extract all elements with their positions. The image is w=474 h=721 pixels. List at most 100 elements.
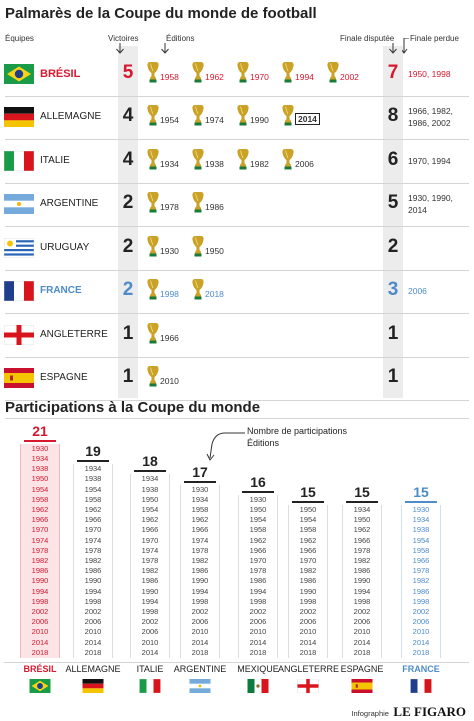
team-name: FRANCE <box>40 285 82 297</box>
team-name: ARGENTINE <box>40 198 99 210</box>
participation-year: 1958 <box>191 505 209 514</box>
wins-column-shade <box>118 46 138 398</box>
participation-year: 1966 <box>412 556 430 566</box>
participation-year: 1938 <box>141 484 159 494</box>
participation-year: 2002 <box>299 607 317 617</box>
edition-year: 1962 <box>205 71 224 82</box>
participation-year: 1966 <box>299 545 317 555</box>
participation-column: 18 1934 1938 1950 1954 1962 1966 1970 1974 1978 19… <box>130 453 170 659</box>
participation-year: 1978 <box>31 545 49 555</box>
participation-year: 1966 <box>191 525 209 535</box>
participation-year: 2006 <box>412 617 430 627</box>
participation-year: 2010 <box>141 637 159 647</box>
trophy-icon <box>192 278 204 300</box>
finals-count: 1 <box>387 322 399 344</box>
participation-year: 1978 <box>84 545 102 555</box>
header-wins: Victoires <box>108 34 139 43</box>
edition-year: 1986 <box>205 202 224 213</box>
footer-divider <box>4 662 469 663</box>
credit: Infographie LE FIGARO <box>351 703 466 721</box>
participation-year: 1994 <box>31 586 49 596</box>
participation-years: 1934 1938 1954 1958 1962 1966 1970 1974 1978 1982… <box>73 464 113 659</box>
wins-count: 2 <box>122 192 134 214</box>
participation-year: 2010 <box>249 627 267 637</box>
participation-count: 17 <box>192 463 208 480</box>
trophy-icon <box>192 104 204 126</box>
row-divider <box>5 313 469 314</box>
participation-year: 1962 <box>31 505 49 515</box>
participation-year: 1930 <box>31 443 49 453</box>
wins-arrow-icon <box>116 43 124 54</box>
participation-year: 2002 <box>141 617 159 627</box>
participation-year: 2006 <box>31 617 49 627</box>
participation-year: 2002 <box>412 607 430 617</box>
lost-arrow-icon <box>402 38 409 54</box>
participation-year: 1986 <box>84 566 102 576</box>
participation-year: 1994 <box>249 586 267 596</box>
participation-year: 1998 <box>249 596 267 606</box>
participation-year: 1970 <box>249 556 267 566</box>
participation-year: 1962 <box>299 535 317 545</box>
participation-year: 1958 <box>299 525 317 535</box>
participation-year: 1934 <box>84 464 102 474</box>
participation-year: 1954 <box>412 535 430 545</box>
participation-year: 2018 <box>249 647 267 657</box>
participation-year: 1990 <box>191 576 209 586</box>
row-divider <box>5 95 469 97</box>
trophy-icon <box>147 148 159 170</box>
count-underline <box>24 439 56 442</box>
trophy-icon <box>192 61 204 83</box>
participation-year: 2006 <box>141 627 159 637</box>
participation-year: 1990 <box>299 586 317 596</box>
participation-column: 15 1930 1934 1938 1954 1958 1966 1978 1982 1986 19… <box>401 484 441 659</box>
header-teams: Équipes <box>5 34 34 43</box>
participation-year: 2002 <box>31 607 49 617</box>
participation-year: 2010 <box>84 627 102 637</box>
participation-years: 1930 1950 1954 1958 1962 1966 1970 1978 1986 1994… <box>238 494 278 659</box>
participation-year: 1954 <box>84 484 102 494</box>
lost-finals: 1930, 1990, 2014 <box>408 193 453 216</box>
count-underline <box>242 490 274 493</box>
edition-year: 1966 <box>160 332 179 343</box>
country-label: ALLEMAGNE <box>65 664 121 674</box>
participation-year: 1986 <box>191 566 209 576</box>
legend-arrow-icon <box>206 432 245 461</box>
trophy-icon <box>192 235 204 257</box>
participation-years: 1934 1950 1962 1966 1978 1982 1986 1990 1994 1998… <box>342 505 382 659</box>
finals-count: 3 <box>387 279 399 301</box>
participation-year: 1994 <box>191 586 209 596</box>
flag-france-icon <box>4 281 34 302</box>
trophy-icon <box>192 191 204 213</box>
participation-year: 1938 <box>84 474 102 484</box>
participation-year: 1934 <box>412 515 430 525</box>
participation-year: 1962 <box>84 505 102 514</box>
row-divider <box>5 356 469 358</box>
participation-count: 15 <box>300 484 316 500</box>
participation-year: 1966 <box>84 515 102 525</box>
wins-count: 4 <box>122 105 134 127</box>
participation-year: 1986 <box>299 576 317 586</box>
wins-count: 2 <box>122 235 134 257</box>
team-name: ITALIE <box>40 154 70 166</box>
team-name: URUGUAY <box>40 241 90 253</box>
wins-count: 1 <box>122 366 134 388</box>
participation-year: 1934 <box>31 454 49 463</box>
participation-year: 1970 <box>141 535 159 545</box>
participation-year: 2014 <box>353 637 371 647</box>
row-divider <box>5 400 469 401</box>
participation-year: 2014 <box>141 647 159 657</box>
participation-count: 15 <box>413 484 429 500</box>
country-label: ITALIE <box>136 664 164 674</box>
participation-year: 1998 <box>84 596 102 606</box>
trophy-icon <box>282 148 294 170</box>
participation-year: 1954 <box>31 484 49 494</box>
participation-year: 2014 <box>191 637 209 647</box>
participation-column: 19 1934 1938 1954 1958 1962 1966 1970 1974 1978 19… <box>73 443 113 659</box>
participation-year: 2006 <box>299 617 317 627</box>
participation-year: 2014 <box>412 637 430 647</box>
edition-year: 1930 <box>160 245 179 256</box>
palmares-title: Palmarès de la Coupe du monde de footbal… <box>5 5 317 22</box>
count-underline <box>292 501 324 503</box>
trophy-icon <box>147 322 159 344</box>
flag-italie-icon <box>4 150 34 171</box>
